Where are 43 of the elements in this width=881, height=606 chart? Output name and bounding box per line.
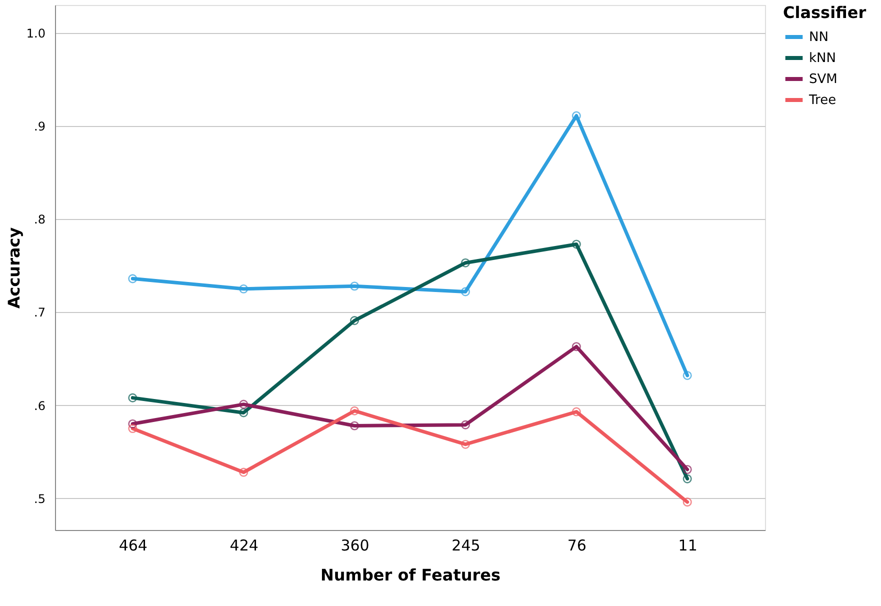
point <box>572 407 581 416</box>
point <box>460 420 470 430</box>
point <box>239 408 248 418</box>
x-tick-label: 424 <box>230 536 258 554</box>
legend-label: kNN <box>809 51 836 66</box>
point <box>128 424 138 434</box>
y-tick-label: 1.0 <box>26 26 46 40</box>
point <box>128 274 138 284</box>
point <box>572 111 581 120</box>
legend-label: SVM <box>809 72 838 87</box>
point <box>239 400 248 409</box>
point <box>682 474 692 484</box>
point <box>350 316 360 326</box>
x-tick-label: 245 <box>452 536 480 554</box>
point <box>460 440 470 449</box>
point <box>572 240 581 249</box>
point <box>460 287 470 296</box>
point <box>682 464 692 474</box>
point <box>350 406 360 416</box>
point <box>350 282 360 291</box>
point <box>350 421 360 430</box>
point <box>682 370 692 380</box>
point <box>239 468 248 477</box>
point <box>682 498 692 507</box>
y-tick-label: .7 <box>34 306 46 320</box>
point <box>572 342 581 352</box>
point <box>460 258 470 268</box>
x-tick-label: 464 <box>118 536 148 554</box>
legend-label: NN <box>809 30 828 45</box>
x-tick-label: 76 <box>567 536 586 554</box>
point <box>239 284 248 294</box>
legend-label: Tree <box>808 93 836 108</box>
y-tick-label: .6 <box>34 398 46 413</box>
y-tick-label: .8 <box>34 212 46 227</box>
point <box>128 393 138 402</box>
y-axis-title: Accuracy <box>4 226 24 309</box>
x-axis-title: Number of Features <box>320 566 500 584</box>
point <box>128 419 138 428</box>
y-tick-label: .5 <box>34 492 46 506</box>
x-tick-label: 360 <box>340 536 370 554</box>
legend-title: Classifier <box>783 3 866 22</box>
x-tick-label: 11 <box>678 536 698 554</box>
y-tick-label: .9 <box>34 120 46 134</box>
